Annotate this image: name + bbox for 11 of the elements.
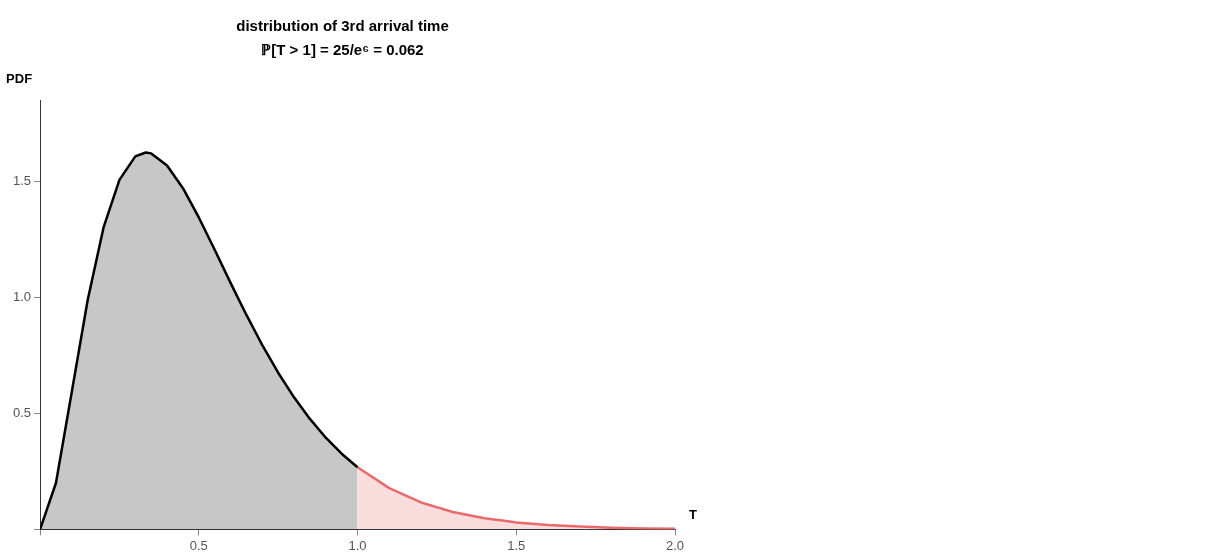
y-axis-title: PDF — [6, 71, 33, 87]
x-axis-title: T — [689, 506, 697, 522]
chart-subtitle: ℙ[T > 1] = 25/e⁶ = 0.062 — [261, 41, 424, 59]
y-tick-label: 0.5 — [12, 404, 32, 420]
x-tick-label: 1.0 — [348, 537, 367, 553]
x-tick-label: 1.5 — [507, 537, 526, 553]
x-tick-label: 0.5 — [189, 537, 208, 553]
y-tick-label: 1.0 — [12, 288, 32, 304]
x-tick-label: 2.0 — [665, 537, 685, 553]
y-tick-label: 1.5 — [12, 172, 32, 188]
chart-title: distribution of 3rd arrival time — [236, 17, 449, 35]
